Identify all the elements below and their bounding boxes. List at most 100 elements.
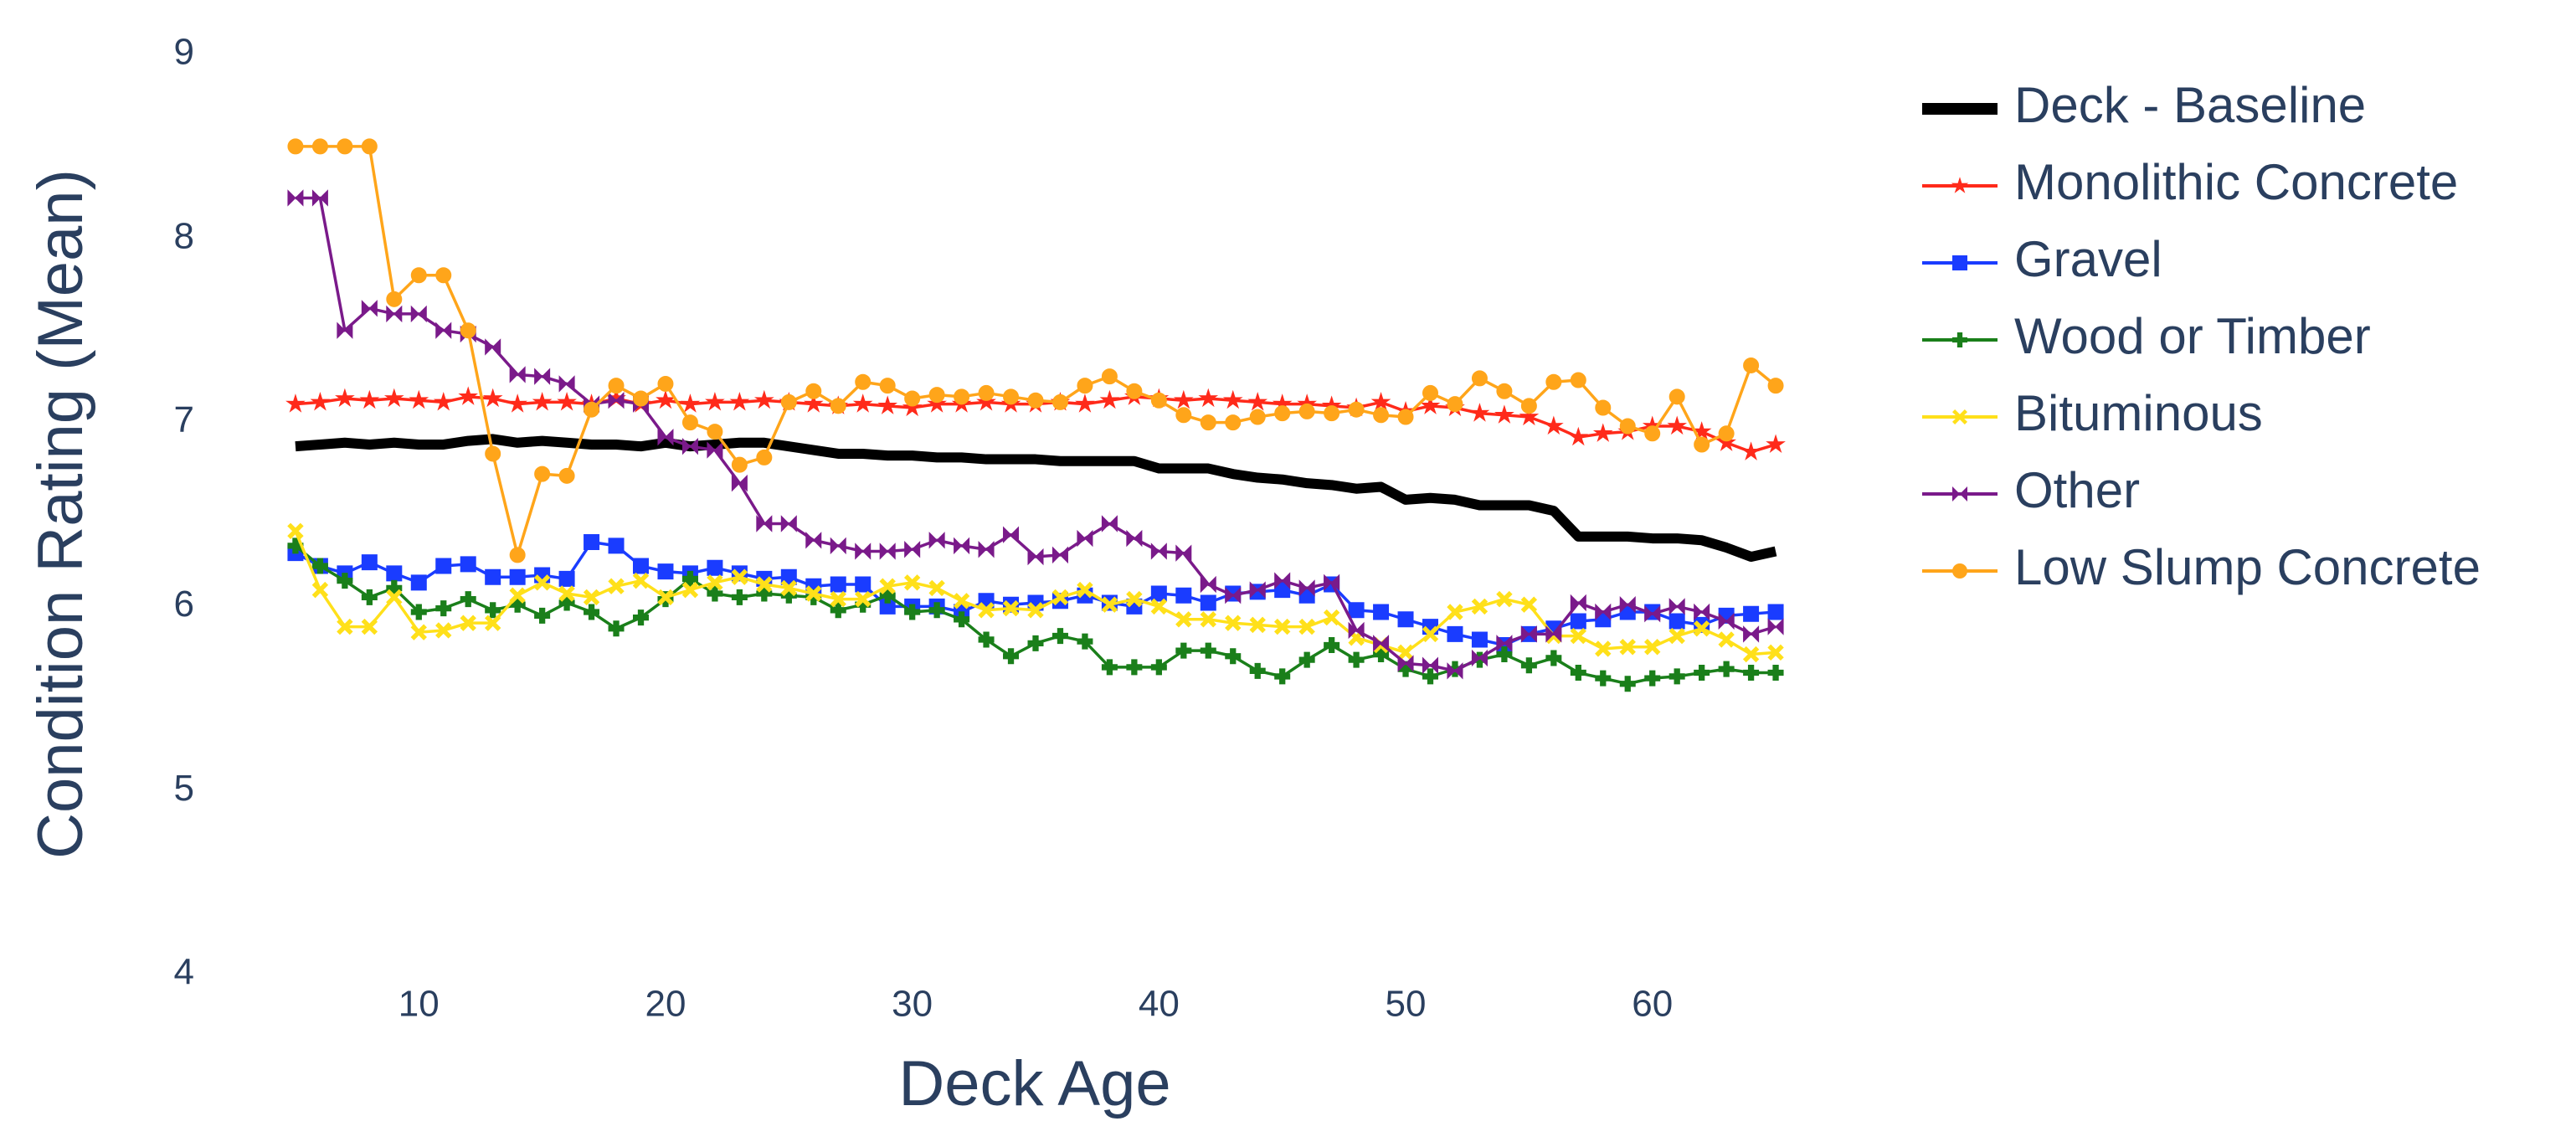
data-point xyxy=(1718,631,1735,648)
data-point xyxy=(310,391,331,411)
data-point xyxy=(705,391,725,411)
data-point xyxy=(534,607,551,624)
x-tick-label: 20 xyxy=(645,984,686,1025)
data-point xyxy=(1175,544,1192,562)
data-point xyxy=(1175,587,1192,604)
data-point xyxy=(1494,404,1514,424)
data-point xyxy=(731,456,748,473)
data-point xyxy=(830,537,846,555)
data-point xyxy=(433,391,454,411)
data-point xyxy=(657,375,674,392)
legend-marker xyxy=(1952,332,1967,347)
data-point xyxy=(780,579,798,597)
data-point xyxy=(435,267,452,284)
data-point xyxy=(1447,604,1463,620)
data-point xyxy=(877,395,898,414)
data-point xyxy=(805,383,822,399)
data-point xyxy=(1496,635,1513,652)
data-point xyxy=(1397,655,1414,672)
data-point xyxy=(1323,609,1340,626)
data-point xyxy=(903,574,921,591)
data-point xyxy=(1126,590,1143,608)
data-point xyxy=(1397,611,1414,628)
series-line xyxy=(295,434,1777,563)
data-point xyxy=(1743,605,1760,622)
data-point xyxy=(557,391,577,411)
legend-label: Bituminous xyxy=(2014,385,2263,441)
data-point xyxy=(1767,378,1784,394)
data-point xyxy=(1273,618,1291,635)
data-point xyxy=(1767,644,1784,661)
data-point xyxy=(311,581,329,599)
data-point xyxy=(608,620,625,637)
data-point xyxy=(1422,668,1438,685)
legend-label: Gravel xyxy=(2014,231,2162,287)
data-point xyxy=(1422,625,1439,643)
data-point xyxy=(1570,665,1586,682)
data-point xyxy=(608,537,625,554)
data-point xyxy=(1742,646,1760,663)
data-point xyxy=(707,574,723,591)
data-point xyxy=(1175,642,1192,659)
legend-label: Other xyxy=(2014,462,2140,518)
data-point xyxy=(287,537,304,554)
data-point xyxy=(731,568,748,585)
data-point xyxy=(1520,596,1538,613)
data-point xyxy=(1225,648,1242,665)
data-point xyxy=(1150,659,1167,676)
data-point xyxy=(1101,659,1118,676)
data-point xyxy=(830,590,846,608)
data-point xyxy=(904,541,921,558)
data-point xyxy=(879,378,896,394)
plot-area xyxy=(285,138,1786,692)
data-point xyxy=(1077,529,1093,548)
data-point xyxy=(1249,581,1266,599)
data-point xyxy=(978,384,995,401)
data-point xyxy=(1051,628,1068,645)
data-point xyxy=(1496,646,1513,663)
data-point xyxy=(285,393,306,413)
data-point xyxy=(584,401,600,418)
data-point xyxy=(1644,639,1661,656)
data-point xyxy=(410,305,427,323)
data-point xyxy=(928,387,945,404)
data-point xyxy=(879,578,896,594)
data-point xyxy=(1766,434,1786,454)
data-point xyxy=(954,388,970,405)
data-point xyxy=(435,558,452,574)
data-point xyxy=(855,576,872,593)
data-point xyxy=(954,611,970,628)
data-point xyxy=(1077,633,1093,650)
data-point xyxy=(509,547,526,563)
data-point xyxy=(485,568,501,585)
data-point xyxy=(359,389,380,409)
data-point xyxy=(1718,612,1735,630)
legend-item: Other xyxy=(1922,462,2140,518)
data-point xyxy=(1644,670,1661,687)
data-point xyxy=(1422,656,1438,674)
data-point xyxy=(558,467,575,484)
data-point xyxy=(1718,661,1735,677)
data-point xyxy=(1200,594,1216,611)
data-point xyxy=(337,321,353,339)
y-tick-label: 8 xyxy=(174,215,194,256)
data-point xyxy=(1324,637,1340,654)
data-point xyxy=(805,585,822,602)
data-point xyxy=(533,574,551,591)
data-point xyxy=(1743,625,1760,643)
legend-item: Gravel xyxy=(1922,231,2162,287)
data-point xyxy=(1447,662,1463,680)
data-point xyxy=(1324,405,1340,422)
data-point xyxy=(1668,388,1685,405)
x-tick-label: 40 xyxy=(1139,984,1180,1025)
data-point xyxy=(780,568,797,585)
data-point xyxy=(361,618,378,635)
data-point xyxy=(1691,421,1712,440)
data-point xyxy=(1101,596,1118,613)
data-point xyxy=(1249,662,1266,679)
data-point xyxy=(435,622,452,639)
data-point xyxy=(928,532,945,549)
y-tick-label: 9 xyxy=(174,32,194,73)
data-point xyxy=(1694,665,1710,682)
data-point xyxy=(1718,425,1735,442)
